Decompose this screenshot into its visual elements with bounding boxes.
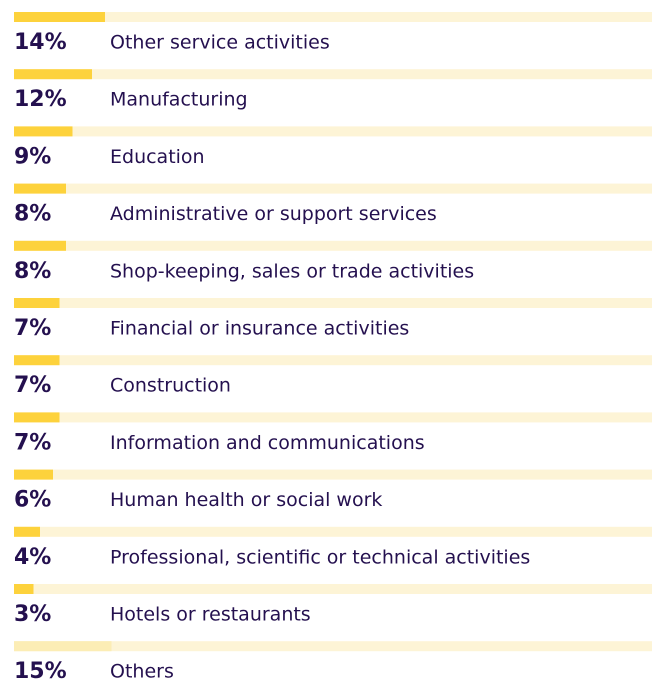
value-label: 7%	[14, 430, 51, 455]
bar-track	[14, 469, 652, 480]
category-label: Others	[110, 661, 174, 680]
bar	[14, 469, 53, 480]
bar	[14, 355, 60, 366]
category-label: Manufacturing	[110, 89, 248, 111]
value-label: 8%	[14, 259, 51, 284]
bar	[14, 641, 112, 652]
value-label: 15%	[14, 659, 67, 680]
value-label: 4%	[14, 545, 51, 570]
bar-track	[14, 240, 652, 251]
bar-track	[14, 69, 652, 80]
category-label: Administrative or support services	[110, 203, 437, 225]
bar	[14, 12, 105, 22]
bar	[14, 240, 66, 251]
value-label: 14%	[14, 30, 67, 55]
category-label: Human health or social work	[110, 489, 382, 511]
bar	[14, 526, 40, 537]
bar-track	[14, 126, 652, 137]
category-label: Financial or insurance activities	[110, 318, 409, 340]
bar-track	[14, 412, 652, 423]
bar	[14, 412, 60, 423]
category-label: Information and communications	[110, 432, 425, 454]
bar-track	[14, 12, 652, 22]
category-label: Construction	[110, 375, 231, 397]
value-label: 3%	[14, 602, 51, 627]
category-label: Hotels or restaurants	[110, 604, 311, 626]
bar-track	[14, 641, 652, 652]
bar-track	[14, 526, 652, 537]
bar	[14, 69, 92, 80]
value-label: 9%	[14, 144, 51, 169]
category-label: Shop-keeping, sales or trade activities	[110, 260, 474, 282]
category-label: Other service activities	[110, 32, 330, 54]
bar	[14, 183, 66, 194]
bar-track	[14, 183, 652, 194]
bar-track	[14, 584, 652, 594]
bar	[14, 298, 60, 308]
bar-track	[14, 355, 652, 366]
bar	[14, 584, 34, 594]
value-label: 8%	[14, 202, 51, 227]
bar-track	[14, 298, 652, 308]
category-label: Education	[110, 146, 205, 168]
category-label: Professional, scientific or technical ac…	[110, 546, 530, 568]
value-label: 12%	[14, 87, 67, 112]
bar	[14, 126, 73, 137]
value-label: 6%	[14, 488, 51, 513]
value-label: 7%	[14, 316, 51, 341]
value-label: 7%	[14, 373, 51, 398]
